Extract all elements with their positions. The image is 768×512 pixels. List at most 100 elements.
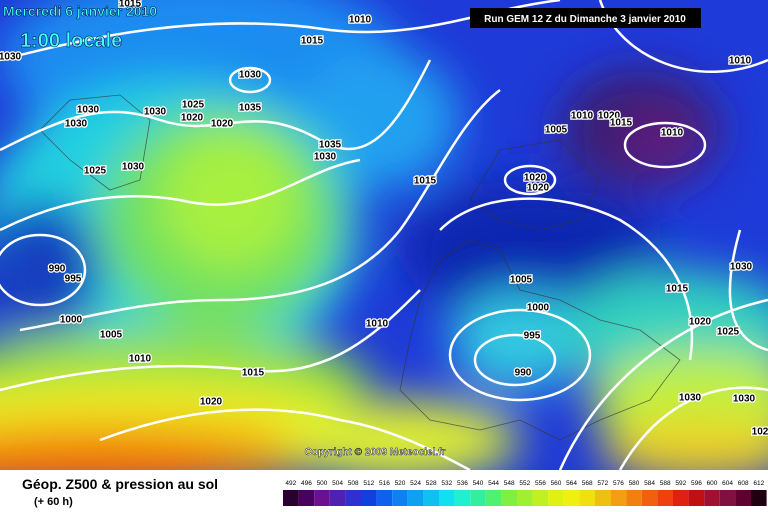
scale-label: 524 (410, 480, 421, 487)
scale-swatch (470, 490, 486, 506)
isobar-label: 1020 (689, 317, 712, 328)
scale-swatch (439, 490, 455, 506)
scale-swatch (454, 490, 471, 506)
scale-swatch (501, 490, 517, 506)
scale-swatch (735, 490, 751, 506)
scale-label: 536 (457, 480, 468, 487)
scale-label: 600 (707, 480, 718, 487)
isobar-label: 1010 (366, 319, 389, 330)
map-date: Mercredi 6 janvier 2010 (3, 3, 157, 19)
isobar-label: 1010 (571, 111, 594, 122)
isobar-label: 1025 (717, 327, 740, 338)
scale-swatch (688, 490, 705, 506)
scale-swatch (361, 490, 377, 506)
isobar-label: 1005 (100, 330, 123, 341)
isobar-label: 1020 (527, 183, 550, 194)
isobar-label: 995 (524, 331, 541, 342)
scale-swatch (392, 490, 408, 506)
isobar-label: 990 (515, 368, 532, 379)
scale-label: 508 (348, 480, 359, 487)
isobar-label: 1020 (211, 119, 234, 130)
scale-label: 596 (691, 480, 702, 487)
isobar-label: 1030 (122, 162, 145, 173)
scale-label: 604 (722, 480, 733, 487)
run-info: Run GEM 12 Z du Dimanche 3 janvier 2010 (484, 14, 686, 25)
footer-title: Géop. Z500 & pression au sol (22, 476, 218, 492)
isobar-label: 1030 (77, 105, 100, 116)
run-box (470, 8, 701, 28)
isobar-label: 1010 (661, 128, 684, 139)
scale-label: 496 (301, 480, 312, 487)
scale-label: 516 (379, 480, 390, 487)
scale-swatch (595, 490, 611, 506)
scale-swatch (548, 490, 564, 506)
scale-label: 552 (519, 480, 530, 487)
isobar-label: 1035 (319, 140, 342, 151)
isobar-label: 1025 (84, 166, 107, 177)
isobar-label: 1030 (730, 262, 753, 273)
color-scale: 492 496 500 504 508 512 516 520 524 528 532 536 540 5… (283, 480, 767, 506)
scale-swatch (517, 490, 533, 506)
scale-label: 492 (285, 480, 296, 487)
isobar-label: 1000 (60, 315, 83, 326)
isobar-label: 1000 (527, 303, 550, 314)
scale-swatch (673, 490, 689, 506)
scale-label: 556 (535, 480, 546, 487)
scale-label: 576 (613, 480, 624, 487)
isobar-label: 1015 (242, 368, 265, 379)
scale-label: 584 (644, 480, 655, 487)
isobar-label: 1015 (666, 284, 689, 295)
scale-label: 592 (675, 480, 686, 487)
isobar-label: 1020 (598, 111, 621, 122)
scale-swatch (563, 490, 580, 506)
scale-swatch (657, 490, 673, 506)
isobar-label: 1030 (239, 70, 262, 81)
isobar-label: 1030 (314, 152, 337, 163)
scale-label: 568 (582, 480, 593, 487)
copyright: Copyright © 2009 Meteociel.fr (305, 447, 446, 458)
scale-swatch (345, 490, 361, 506)
isobar-label: 1020 (200, 397, 223, 408)
footer-lead: (+ 60 h) (34, 496, 73, 508)
isobar-label: 1015 (610, 118, 633, 129)
scale-swatch (314, 490, 330, 506)
scale-swatch (283, 490, 299, 506)
isobar-label: 1025 (182, 100, 205, 111)
scale-label: 580 (629, 480, 640, 487)
scale-label: 532 (441, 480, 452, 487)
scale-label: 564 (566, 480, 577, 487)
scale-swatch (641, 490, 658, 506)
coastlines (39, 94, 681, 441)
scale-swatch (579, 490, 595, 506)
scale-swatch (626, 490, 642, 506)
scale-swatch (329, 490, 346, 506)
isobar-label: 995 (65, 274, 82, 285)
isobar-label: 1015 (301, 36, 324, 47)
isobar-label: 1020 (524, 173, 547, 184)
isobar-label: 1030 (733, 394, 756, 405)
isobar-label: 1030 (679, 393, 702, 404)
scale-label: 500 (317, 480, 328, 487)
scale-swatch (751, 490, 767, 506)
scale-swatch (423, 490, 439, 506)
scale-label: 608 (738, 480, 749, 487)
isobar-label: 1010 (349, 15, 372, 26)
scale-swatch (532, 490, 549, 506)
isobar-label: 1010 (729, 56, 752, 67)
scale-label: 544 (488, 480, 499, 487)
isobar-label: 1030 (144, 107, 167, 118)
scale-label: 512 (363, 480, 374, 487)
isobar-label: 1030 (0, 52, 22, 63)
isobar-label: 1005 (545, 125, 568, 136)
scale-swatch (298, 490, 315, 506)
isobar-label: 1035 (239, 103, 262, 114)
scale-swatch (485, 490, 502, 506)
isobar-label: 1020 (181, 113, 204, 124)
local-time: 1:00 locale (20, 30, 122, 52)
scale-label: 504 (332, 480, 343, 487)
isobar-label: 1030 (65, 119, 88, 130)
isobar-label: 1005 (510, 275, 533, 286)
isobar-label: 1015 (414, 176, 437, 187)
isobar-label: 1015 (119, 0, 142, 10)
